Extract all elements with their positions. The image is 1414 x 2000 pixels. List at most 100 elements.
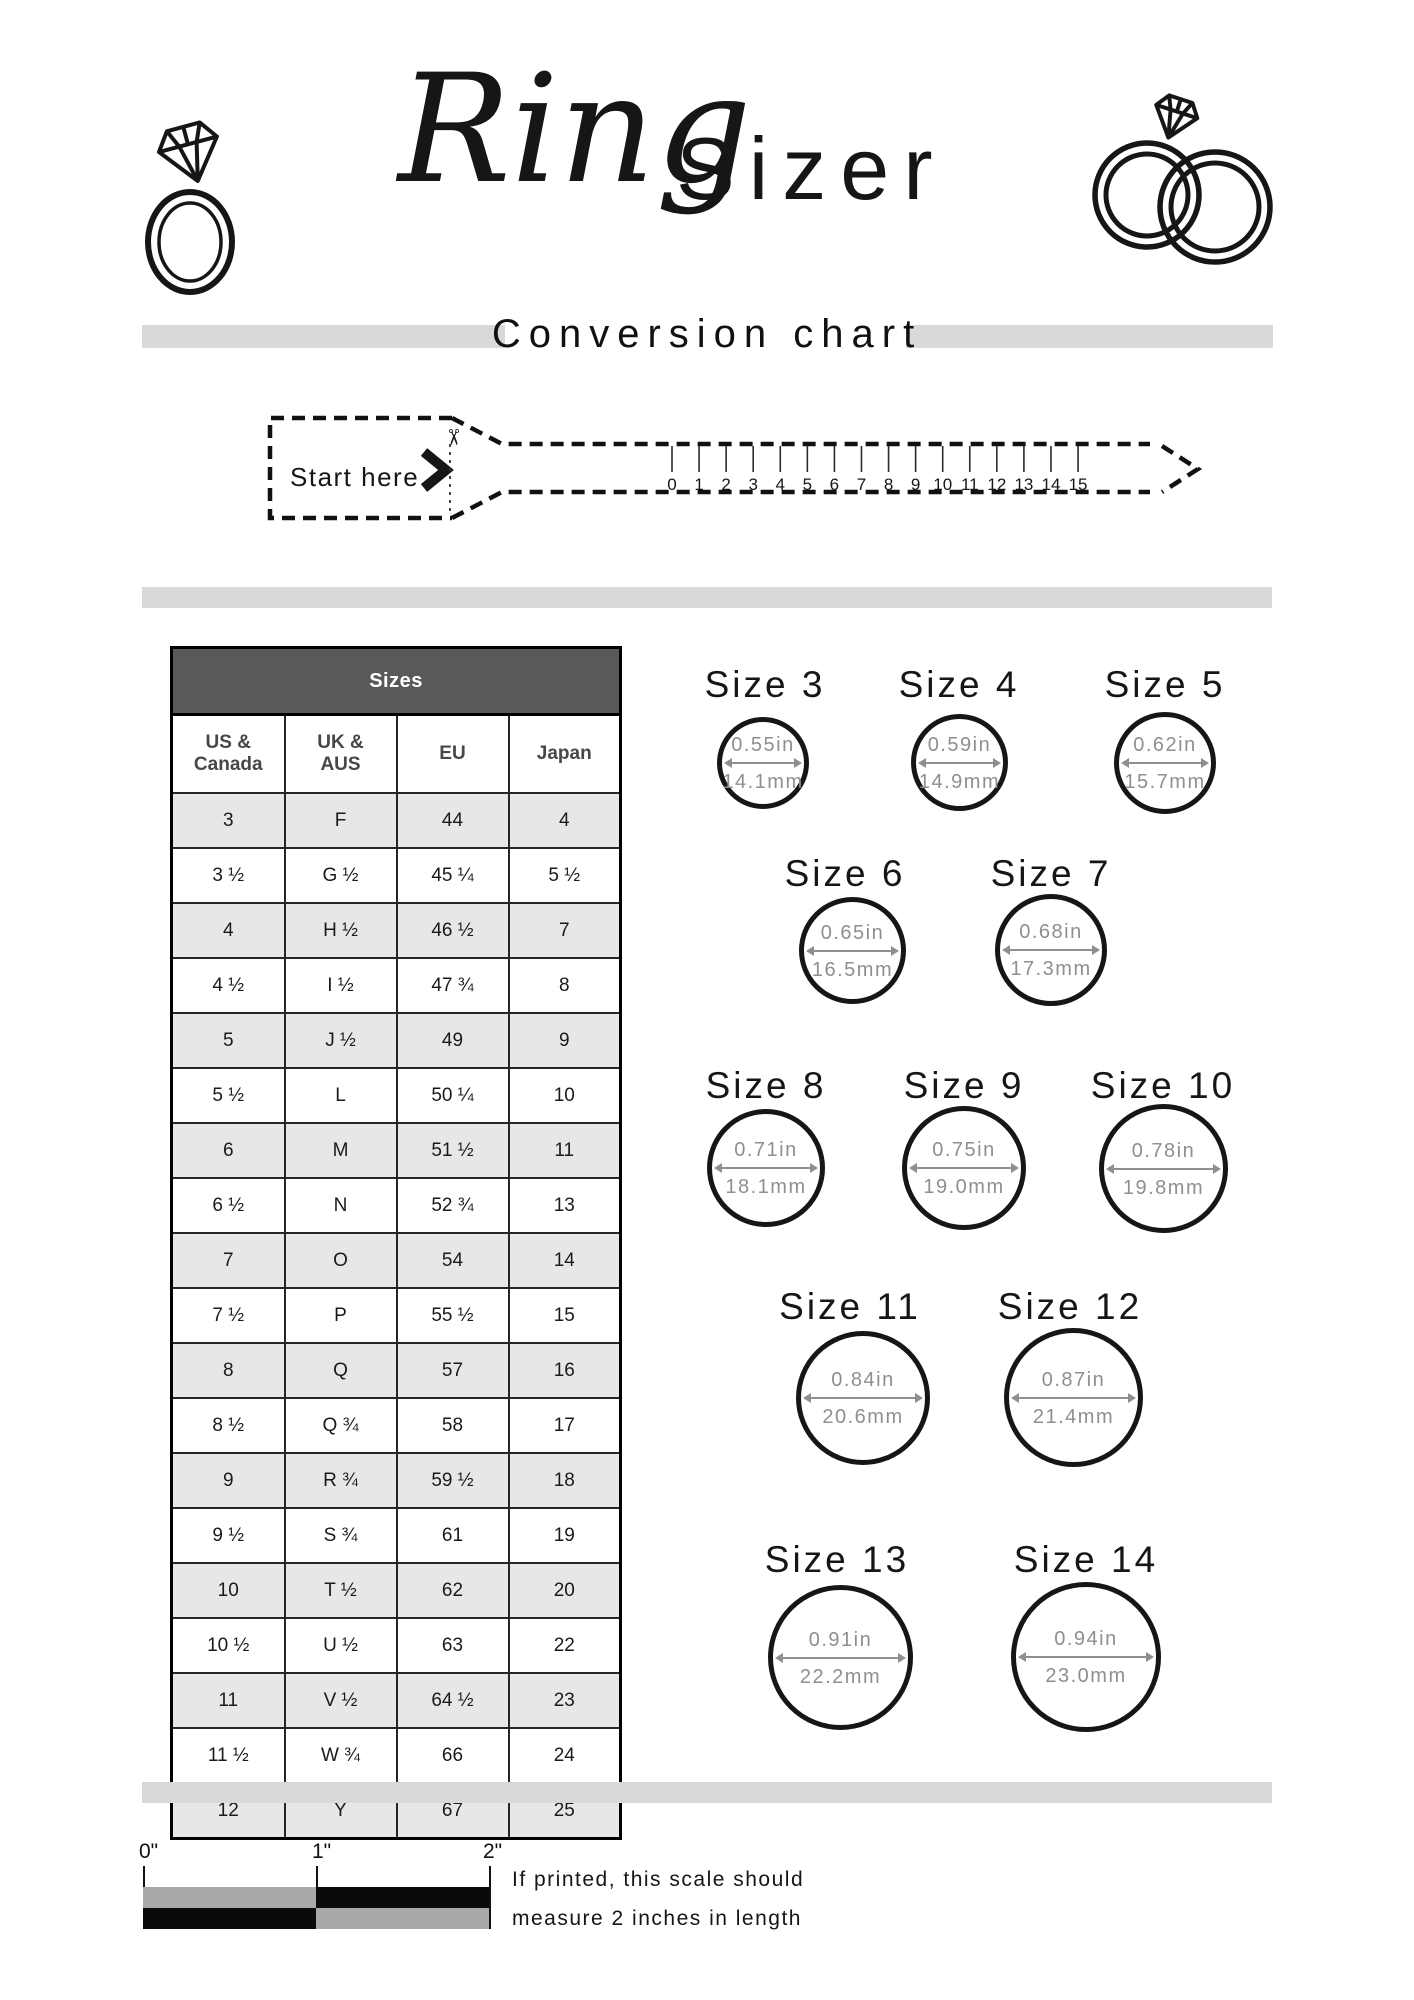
table-cell: 5 [170, 1012, 286, 1069]
diameter-mm: 20.6mm [822, 1406, 904, 1428]
diameter-mm: 19.0mm [923, 1176, 1005, 1198]
table-cell: 8 [507, 957, 622, 1014]
ruler-number: 5 [803, 475, 812, 494]
table-cell: 10 [170, 1562, 286, 1619]
table-cell: V ½ [283, 1672, 398, 1729]
ruler-number: 11 [961, 475, 979, 494]
size-5-title: Size 5 [1104, 664, 1226, 705]
ruler-number: 2 [721, 475, 730, 494]
diameter-mm: 19.8mm [1122, 1176, 1205, 1199]
chevron-right-icon [420, 448, 454, 492]
table-cell: 7 [170, 1232, 286, 1289]
ruler-number: 12 [987, 475, 1006, 494]
size-10-title: Size 10 [1090, 1065, 1236, 1106]
diameter-arrow [1011, 1392, 1136, 1403]
table-cell: O [283, 1232, 398, 1289]
sizer-start-box [267, 415, 452, 521]
diameter-inches: 0.84in [831, 1369, 895, 1391]
size-12-title: Size 12 [997, 1286, 1143, 1327]
size-4-title: Size 4 [898, 664, 1020, 705]
subtitle-bar-left [142, 325, 505, 348]
subtitle-bar-right [906, 325, 1273, 348]
table-cell: 4 [170, 902, 286, 959]
table-row: 8 Q 57 16 [170, 1342, 622, 1399]
table-cell: 16 [507, 1342, 622, 1399]
scale-note-line1: If printed, this scale should [512, 1868, 805, 1891]
table-column-headers: US & Canada UK & AUS EU Japan [170, 713, 622, 794]
size-14-title: Size 14 [1013, 1539, 1159, 1580]
table-cell: 24 [507, 1727, 622, 1784]
table-cell: 57 [395, 1342, 510, 1399]
table-cell: 49 [395, 1012, 510, 1069]
table-cell: L [283, 1067, 398, 1124]
diameter-mm: 18.1mm [725, 1176, 807, 1198]
table-cell: 62 [395, 1562, 510, 1619]
divider-bar-bottom [142, 1782, 1272, 1803]
interlocked-rings-icon [1092, 93, 1273, 265]
table-cell: 9 [507, 1012, 622, 1069]
table-cell: 44 [395, 792, 510, 849]
diameter-inches: 0.55in [731, 734, 795, 756]
size-9-circle: 0.75in 19.0mm [902, 1106, 1026, 1230]
table-cell: 51 ½ [395, 1122, 510, 1179]
table-cell: U ½ [283, 1617, 398, 1674]
diameter-mm: 22.2mm [799, 1665, 882, 1688]
diameter-inches: 0.87in [1041, 1368, 1106, 1391]
diameter-mm: 16.5mm [811, 958, 894, 981]
page-title: Sizer [676, 119, 947, 218]
ring-sizer-strip: Start here ✂ 0 1 2 3 4 5 6 7 8 9 10 11 12 13 14 15 [267, 415, 1203, 521]
table-row: 6 ½ N 52 ¾ 13 [170, 1177, 622, 1234]
diameter-inches: 0.59in [927, 733, 992, 756]
diameter-inches: 0.91in [808, 1628, 873, 1651]
diameter-inches: 0.94in [1054, 1628, 1118, 1650]
table-cell: H ½ [283, 902, 398, 959]
table-cell: Q ¾ [283, 1397, 398, 1454]
size-11-title: Size 11 [779, 1286, 921, 1327]
table-cell: 17 [507, 1397, 622, 1454]
ruler-number: 7 [857, 475, 866, 494]
table-row: 7 O 54 14 [170, 1232, 622, 1289]
table-row: 7 ½ P 55 ½ 15 [170, 1287, 622, 1344]
diameter-inches: 0.68in [1019, 921, 1083, 943]
ruler-number: 1 [694, 475, 703, 494]
table-row: 10 T ½ 62 20 [170, 1562, 622, 1619]
scale-tick-1 [316, 1866, 318, 1887]
ruler-number: 15 [1069, 475, 1088, 494]
diameter-arrow [1018, 1652, 1154, 1662]
table-cell: J ½ [283, 1012, 398, 1069]
table-cell: 3 [170, 792, 286, 849]
start-here-label: Start here [290, 462, 419, 492]
size-10-circle: 0.78in 19.8mm [1099, 1104, 1228, 1233]
sizer-band [450, 416, 1150, 520]
table-title-row: Sizes [169, 646, 623, 716]
table-row: 5 ½ L 50 ¼ 10 [170, 1067, 622, 1124]
diameter-mm: 14.1mm [722, 771, 804, 793]
table-cell: 22 [507, 1617, 622, 1674]
table-cell: 52 ¾ [395, 1177, 510, 1234]
size-4-circle: 0.59in 14.9mm [911, 714, 1008, 811]
ruler-number: 9 [911, 475, 920, 494]
diameter-arrow [775, 1652, 906, 1663]
col-header-japan: Japan [507, 713, 622, 794]
table-cell: 45 ¼ [395, 847, 510, 904]
table-cell: T ½ [283, 1562, 398, 1619]
scale-tick-0 [143, 1866, 145, 1887]
table-cell: 19 [507, 1507, 622, 1564]
sizer-ruler: 0 1 2 3 4 5 6 7 8 9 10 11 12 13 14 15 [667, 446, 1088, 494]
col-header-us-canada: US & Canada [170, 713, 286, 794]
table-cell: 14 [507, 1232, 622, 1289]
table-cell: 7 [507, 902, 622, 959]
table-cell: 10 [507, 1067, 622, 1124]
table-cell: 54 [395, 1232, 510, 1289]
ruler-number: 14 [1042, 475, 1061, 494]
scale-segment [316, 1887, 489, 1908]
divider-bar-top [142, 587, 1272, 608]
size-12-circle: 0.87in 21.4mm [1004, 1328, 1143, 1467]
size-9-title: Size 9 [903, 1065, 1025, 1106]
table-cell: 3 ½ [170, 847, 286, 904]
table-cell: G ½ [283, 847, 398, 904]
scale-segment [143, 1887, 316, 1908]
